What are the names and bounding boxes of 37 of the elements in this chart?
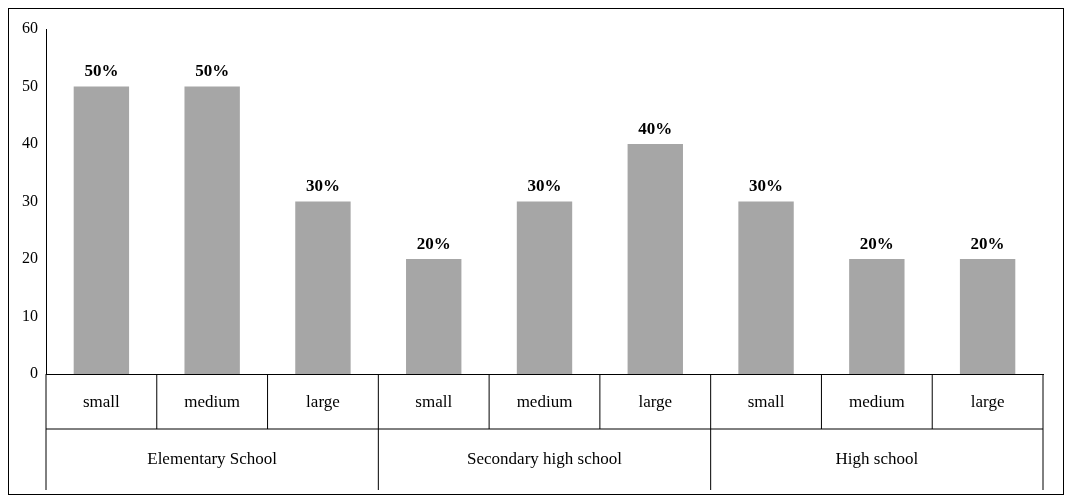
bar [516,201,573,374]
y-tick-label: 60 [22,19,38,37]
x-tick-label: small [747,391,785,411]
bar [73,86,130,374]
y-tick-label: 10 [22,306,38,324]
y-tick-label: 50 [22,76,38,94]
bar [959,259,1016,374]
text: High school [835,448,919,468]
data-label: 20% [970,233,1005,253]
bar [295,201,351,374]
x-tick-label: small [82,391,121,411]
y-tick-label: 0 [30,364,38,382]
text: Elementary School [147,448,278,468]
x-tick-label: large [638,391,673,411]
data-label: 20% [859,233,894,253]
data-label: 30% [749,176,784,196]
bar [738,201,794,374]
y-tick-label: 40 [22,134,38,152]
x-tick-label: small [415,391,453,411]
bar [627,144,683,374]
x-tick-label: large [970,391,1005,411]
data-label: 50% [195,61,230,81]
data-label: 20% [416,233,451,253]
x-tick-label: medium [516,391,573,411]
data-label: 30% [527,176,562,196]
x-tick-label: medium [848,391,905,411]
y-tick-label: 20 [22,249,38,267]
y-tick-label: 30 [22,191,38,209]
bar [184,86,240,374]
data-label: 30% [305,176,340,196]
data-label: 50% [84,61,119,81]
x-tick-label: medium [184,391,241,411]
x-tick-label: large [306,391,340,411]
bar [406,259,462,374]
text: Secondary high school [467,448,623,468]
data-label: 40% [638,118,673,138]
bar [849,259,905,374]
